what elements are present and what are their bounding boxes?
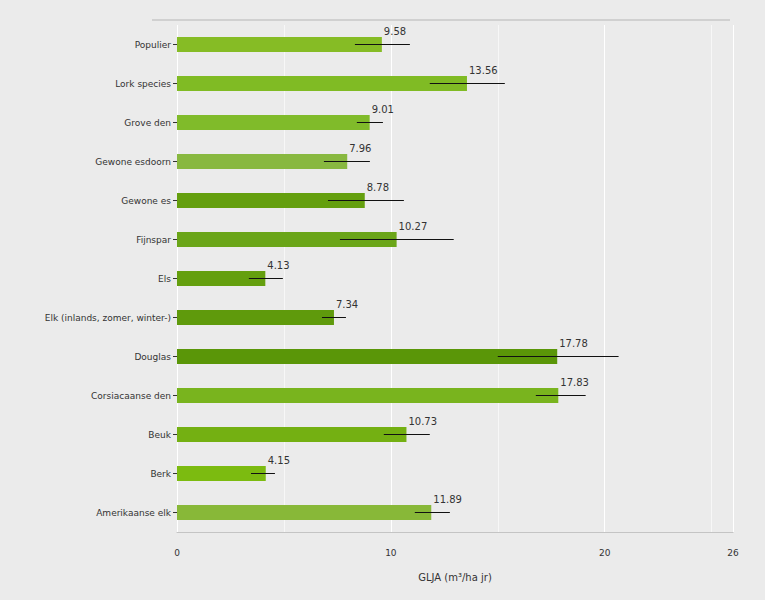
svg-text:4.15: 4.15 [268, 455, 290, 466]
svg-text:26: 26 [727, 548, 739, 558]
svg-text:Gewone esdoorn: Gewone esdoorn [95, 157, 171, 167]
svg-text:17.83: 17.83 [560, 377, 589, 388]
svg-text:10: 10 [385, 548, 397, 558]
svg-text:17.78: 17.78 [559, 338, 588, 349]
svg-text:Corsiacaanse den: Corsiacaanse den [91, 391, 171, 401]
svg-text:Amerikaanse elk: Amerikaanse elk [96, 508, 172, 518]
svg-text:Berk: Berk [150, 469, 171, 479]
svg-text:Grove den: Grove den [124, 118, 171, 128]
svg-text:7.34: 7.34 [336, 299, 358, 310]
svg-text:10.73: 10.73 [408, 416, 437, 427]
svg-text:Populier: Populier [135, 40, 172, 50]
svg-text:GLJA (m³/ha jr): GLJA (m³/ha jr) [418, 572, 492, 583]
svg-text:Fijnspar: Fijnspar [136, 235, 171, 245]
svg-text:4.13: 4.13 [267, 260, 289, 271]
svg-text:Beuk: Beuk [148, 430, 171, 440]
svg-text:Douglas: Douglas [134, 352, 171, 362]
svg-text:11.89: 11.89 [433, 494, 462, 505]
svg-text:13.56: 13.56 [469, 65, 498, 76]
svg-text:7.96: 7.96 [349, 143, 371, 154]
svg-text:20: 20 [599, 548, 611, 558]
svg-text:9.01: 9.01 [372, 104, 394, 115]
svg-text:8.78: 8.78 [367, 182, 389, 193]
svg-text:10.27: 10.27 [399, 221, 428, 232]
svg-text:Els: Els [158, 274, 171, 284]
svg-text:Gewone es: Gewone es [121, 196, 171, 206]
svg-text:Lork species: Lork species [115, 79, 171, 89]
svg-text:Elk (inlands, zomer, winter-): Elk (inlands, zomer, winter-) [45, 313, 171, 323]
svg-text:0: 0 [174, 548, 180, 558]
svg-text:9.58: 9.58 [384, 26, 406, 37]
